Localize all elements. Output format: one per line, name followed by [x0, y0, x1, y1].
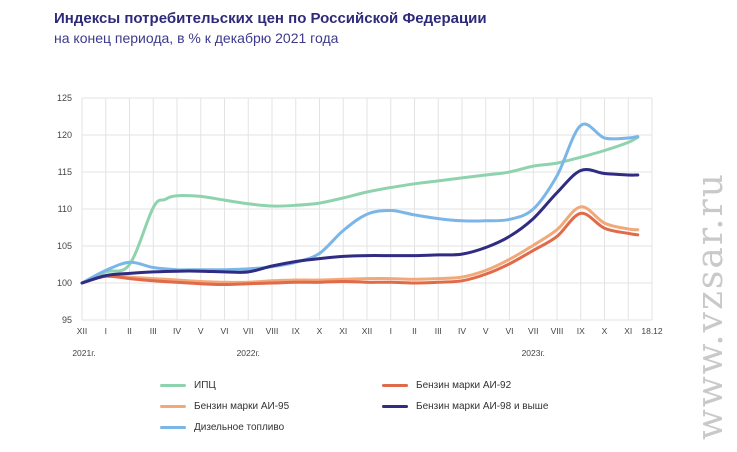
x-tick-label: V — [198, 326, 204, 336]
y-tick-label: 125 — [57, 93, 72, 103]
chart-subtitle: на конец периода, в % к декабрю 2021 год… — [54, 30, 339, 46]
x-tick-label: VIII — [551, 326, 564, 336]
year-label: 2021г. — [72, 348, 95, 358]
legend-swatch-diesel — [160, 426, 186, 429]
legend-label-ai92: Бензин марки АИ-92 — [416, 380, 512, 391]
series-line-ai95 — [80, 205, 640, 285]
y-tick-label: 115 — [58, 167, 72, 177]
x-tick-label: 18.12 — [641, 326, 663, 336]
series-line-diesel — [80, 122, 640, 285]
x-tick-label: VI — [505, 326, 513, 336]
y-tick-label: 105 — [57, 241, 72, 251]
legend-item-diesel: Дизельное топливо — [160, 422, 284, 433]
x-tick-label: IV — [458, 326, 466, 336]
watermark: www.vzsar.ru — [690, 172, 731, 440]
x-tick-label: VI — [220, 326, 228, 336]
legend-swatch-ai92 — [382, 384, 408, 387]
legend-swatch-cpi — [160, 384, 186, 387]
legend-swatch-ai95 — [160, 405, 186, 408]
series-line-ai98 — [80, 168, 640, 285]
x-tick-label: V — [483, 326, 489, 336]
x-tick-label: II — [412, 326, 417, 336]
legend-item-ai98: Бензин марки АИ-98 и выше — [382, 401, 548, 412]
x-tick-label: VII — [243, 326, 253, 336]
legend-swatch-ai98 — [382, 405, 408, 408]
x-tick-label: XII — [362, 326, 372, 336]
legend-label-ai95: Бензин марки АИ-95 — [194, 401, 290, 412]
x-tick-label: II — [127, 326, 132, 336]
year-label: 2023г. — [522, 348, 545, 358]
x-tick-label: XII — [77, 326, 87, 336]
x-tick-label: VIII — [266, 326, 279, 336]
x-tick-label: IV — [173, 326, 181, 336]
x-tick-label: I — [105, 326, 107, 336]
legend-item-cpi: ИПЦ — [160, 380, 216, 391]
x-tick-label: XI — [624, 326, 632, 336]
legend-item-ai95: Бензин марки АИ-95 — [160, 401, 289, 412]
x-tick-label: I — [390, 326, 392, 336]
y-tick-label: 100 — [57, 278, 72, 288]
legend-item-ai92: Бензин марки АИ-92 — [382, 380, 511, 391]
x-tick-label: XI — [339, 326, 347, 336]
chart-title: Индексы потребительских цен по Российско… — [54, 10, 487, 27]
x-tick-label: III — [435, 326, 442, 336]
legend-label-diesel: Дизельное топливо — [194, 422, 285, 433]
x-tick-label: VII — [528, 326, 538, 336]
x-tick-label: X — [317, 326, 323, 336]
x-tick-label: IX — [292, 326, 300, 336]
series-line-cpi — [80, 135, 640, 285]
y-tick-label: 120 — [57, 130, 72, 140]
y-tick-label: 110 — [58, 204, 72, 214]
y-tick-label: 95 — [62, 315, 72, 325]
x-tick-label: III — [150, 326, 157, 336]
legend-label-cpi: ИПЦ — [194, 380, 216, 391]
x-tick-label: IX — [577, 326, 585, 336]
legend-label-ai98: Бензин марки АИ-98 и выше — [416, 401, 549, 412]
series-line-ai92 — [80, 211, 640, 286]
year-label: 2022г. — [237, 348, 260, 358]
x-tick-label: X — [602, 326, 608, 336]
